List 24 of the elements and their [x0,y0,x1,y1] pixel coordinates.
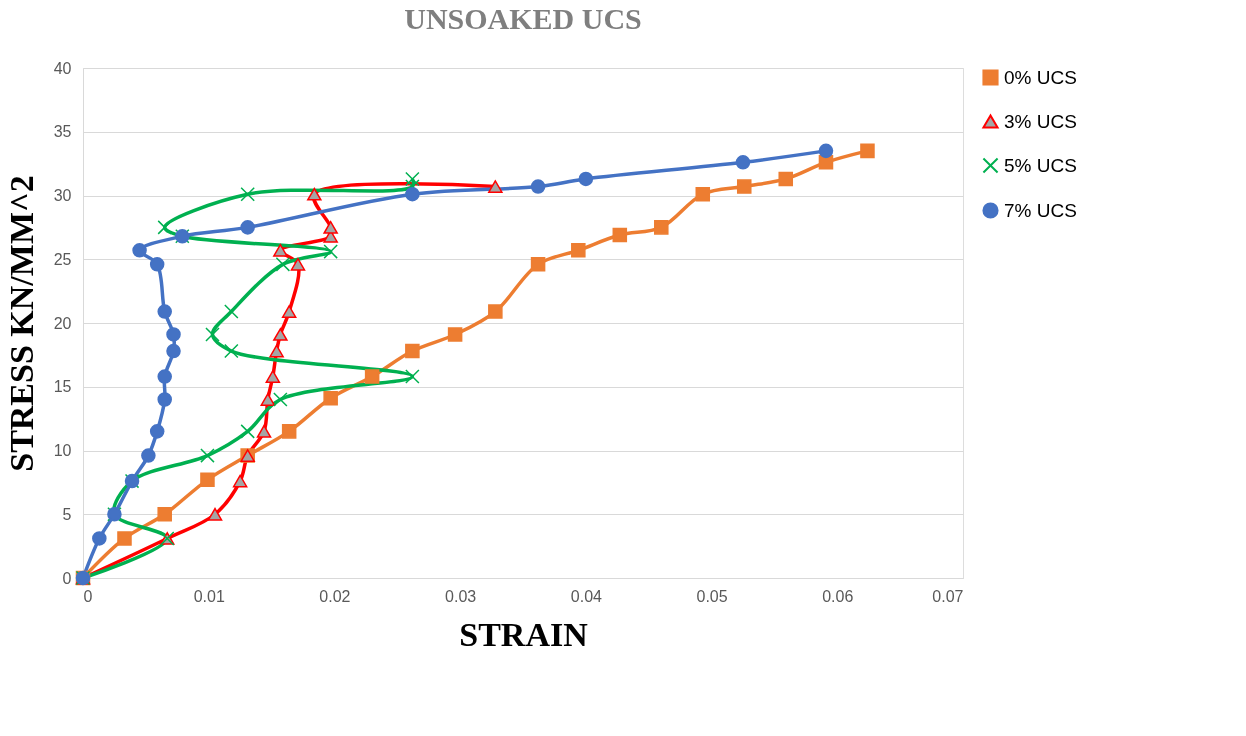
x-tick-label: 0 [83,587,93,605]
y-tick-label: 25 [53,250,72,268]
y-tick-label: 10 [53,442,72,459]
x-tick-label: 0.06 [822,587,854,605]
x-tick-label: 0.03 [445,587,477,605]
y-tick-label: 5 [62,505,72,523]
x-tick-label: 0.07 [932,587,964,605]
y-axis-title: STRESS KN/MM^2 [2,175,40,472]
y-tick-label: 35 [53,123,72,141]
y-tick-label: 30 [53,187,72,204]
legend-label: 5% UCS [1004,154,1077,176]
x-tick-label: 0.02 [319,587,351,605]
legend-label: 7% UCS [1004,199,1077,221]
y-tick-label: 15 [53,378,72,396]
legend-label: 0% UCS [1004,66,1077,88]
y-tick-label: 40 [53,59,72,77]
x-tick-label: 0.01 [193,587,225,605]
x-axis-title: STRAIN [459,615,589,653]
chart-title: UNSOAKED UCS [404,2,642,35]
legend-label: 3% UCS [1004,110,1077,132]
y-tick-label: 0 [62,569,72,587]
x-tick-label: 0.04 [570,587,603,605]
y-tick-label: 20 [53,314,72,332]
x-tick-label: 0.05 [696,587,728,605]
